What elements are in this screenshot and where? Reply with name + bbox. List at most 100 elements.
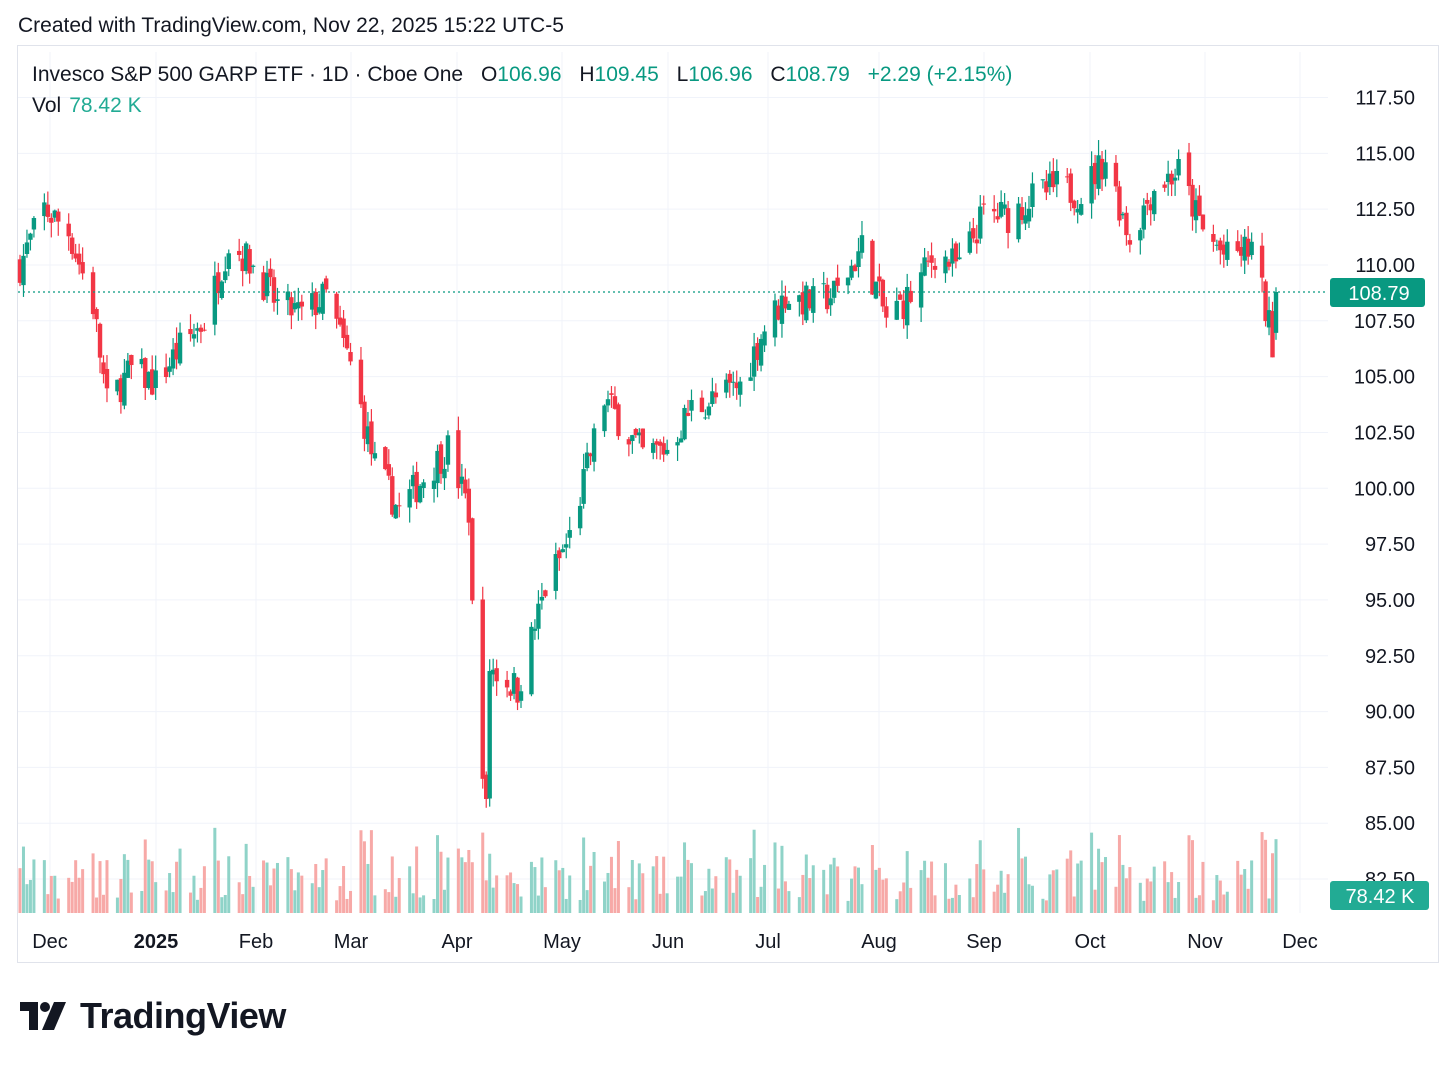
price-tick-label: 115.00: [1355, 143, 1415, 165]
candle-body: [800, 292, 806, 315]
candle-body: [1225, 241, 1230, 260]
candle-body: [17, 259, 23, 283]
candle-body: [73, 253, 78, 259]
open-value: 106.96: [497, 63, 562, 86]
volume-bar: [884, 878, 888, 913]
candle-body: [640, 428, 645, 448]
candle-body: [202, 329, 207, 331]
candle-body: [236, 250, 242, 255]
candle-body: [991, 208, 997, 212]
close-label: C: [770, 63, 786, 86]
volume-bar: [115, 897, 119, 913]
candle-body: [1270, 311, 1275, 358]
candle-body: [508, 691, 513, 696]
candle-body: [682, 407, 687, 440]
candle-body: [285, 291, 291, 301]
volume-bar: [773, 842, 777, 913]
candle-body: [998, 201, 1004, 217]
time-axis[interactable]: Dec 2025 Feb Mar Apr May Jun Jul Aug Sep Oct Nov Dec: [32, 931, 1318, 953]
volume-bar: [561, 867, 565, 913]
volume-bar: [902, 882, 906, 913]
volume-bar: [470, 862, 474, 913]
candle-body: [689, 400, 694, 411]
volume-bar: [1250, 860, 1254, 913]
volume-bar: [188, 892, 192, 913]
volume-bar: [28, 879, 32, 913]
candle-body: [115, 379, 120, 392]
volume-bar: [846, 900, 850, 913]
volume-bar: [411, 893, 415, 913]
candle-body: [1040, 179, 1046, 181]
volume-bar: [21, 846, 25, 913]
candle-body: [250, 265, 256, 267]
volume-bar: [1090, 832, 1094, 913]
volume-bar: [484, 880, 488, 913]
candle-body: [1103, 162, 1108, 179]
volume-bar: [1121, 864, 1125, 913]
volume-bar: [178, 848, 182, 913]
volume-bar: [70, 881, 74, 913]
volume-bar: [589, 865, 593, 913]
candle-body: [1193, 200, 1199, 221]
volume-bar: [1149, 881, 1153, 913]
price-axis[interactable]: 117.50 115.00 112.50 110.00 107.50 105.00 102.…: [1354, 88, 1415, 892]
volume-bar: [850, 878, 854, 913]
volume-bar: [533, 867, 537, 913]
candle-body: [995, 216, 1000, 220]
candle-body: [828, 298, 833, 306]
volume-bar: [971, 897, 975, 913]
candle-body: [414, 471, 419, 503]
candle-body: [845, 277, 851, 286]
volume-bar: [634, 899, 638, 913]
candle-body: [94, 309, 99, 320]
volume-bar: [763, 864, 767, 913]
volume-bar: [1267, 898, 1271, 913]
volume-bar: [129, 892, 133, 913]
candle-body: [557, 550, 562, 559]
time-tick-label: Aug: [861, 931, 897, 953]
volume-bar: [91, 853, 95, 913]
volume-bar: [32, 859, 36, 913]
volume-bar: [1152, 866, 1156, 913]
volume-bar: [756, 897, 760, 913]
candle-body: [372, 453, 378, 459]
candle-body: [797, 295, 802, 302]
candle-body: [52, 210, 57, 218]
volume-bar: [1076, 863, 1080, 913]
candle-body: [1065, 176, 1070, 178]
price-tick-label: 87.50: [1365, 757, 1415, 779]
volume-bar: [98, 861, 102, 913]
volume-bar: [1100, 862, 1104, 913]
time-tick-label: Nov: [1187, 931, 1223, 953]
volume-bar: [1201, 861, 1205, 913]
volume-bar: [383, 889, 387, 913]
symbol-legend: Invesco S&P 500 GARP ETF · 1D · Cboe One…: [32, 63, 1024, 87]
candle-body: [783, 296, 788, 309]
candle-body: [518, 691, 524, 701]
volume-bar: [536, 895, 540, 913]
candle-body: [957, 257, 962, 260]
grid: [18, 52, 1328, 913]
volume-bar: [1114, 886, 1118, 913]
candle-body: [417, 485, 423, 503]
volume-bar: [982, 869, 986, 913]
volume-bar: [943, 863, 947, 913]
volume-bar: [1190, 840, 1194, 913]
volume-bar: [237, 882, 241, 913]
candle-body: [880, 279, 886, 307]
candle-body: [821, 283, 826, 285]
candle-body: [633, 429, 639, 436]
volume-bar: [585, 890, 589, 913]
candle-body: [981, 203, 986, 205]
volume-bar: [1138, 882, 1142, 913]
candle-body: [908, 290, 913, 302]
low-value: 106.96: [688, 63, 753, 86]
candle-body: [612, 396, 618, 409]
tradingview-logo[interactable]: TradingView: [20, 995, 286, 1036]
volume-bar: [1211, 900, 1215, 913]
candle-body: [317, 307, 322, 313]
candle-body: [588, 453, 593, 457]
candle-body: [560, 549, 565, 553]
candle-body: [31, 217, 37, 230]
